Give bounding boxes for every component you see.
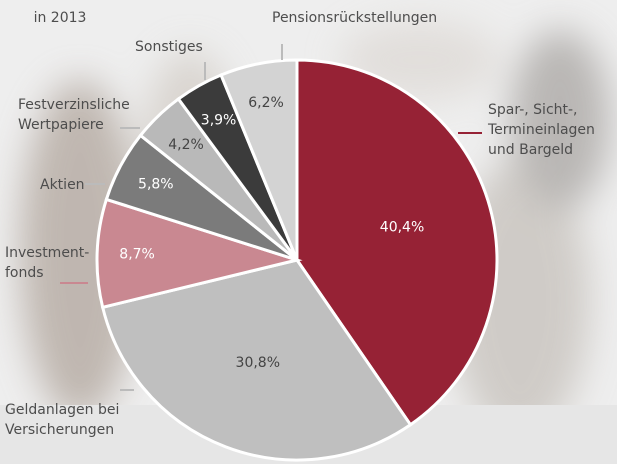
value-label: 30,8%	[236, 355, 280, 371]
value-label: 3,9%	[201, 113, 237, 129]
category-label: Geldanlagen bei Versicherungen	[5, 400, 119, 440]
value-label: 4,2%	[168, 137, 204, 153]
value-label: 40,4%	[380, 219, 424, 235]
category-label: Festverzinsliche Wertpapiere	[18, 95, 130, 135]
pie-chart: in 2013 40,4% 30,8% 8,7% 5,8% 4,2% 3,9% 6,2%	[0, 0, 617, 464]
category-label: Pensionsrückstellungen	[272, 8, 437, 28]
category-label: Spar-, Sicht-, Termineinlagen und Bargel…	[488, 100, 595, 160]
value-label: 5,8%	[138, 177, 174, 193]
category-label: Sonstiges	[135, 37, 203, 57]
chart: in 2013 40,4% 30,8% 8,7% 5,8% 4,2% 3,9% 6,2% S…	[0, 0, 617, 464]
value-label: 8,7%	[119, 246, 155, 262]
category-label: Investment- fonds	[5, 243, 89, 283]
value-label: 6,2%	[248, 95, 284, 111]
subtitle: in 2013	[34, 10, 87, 26]
category-label: Aktien	[40, 175, 85, 195]
